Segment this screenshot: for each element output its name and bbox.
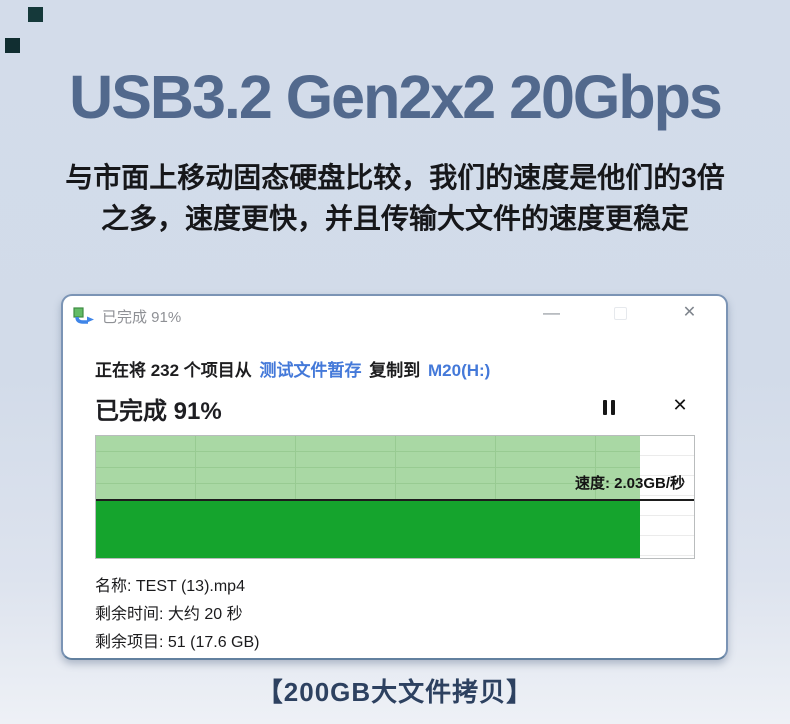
source-folder-link[interactable]: 测试文件暂存	[259, 361, 362, 380]
caption: 【200GB大文件拷贝】	[256, 677, 534, 707]
copy-status-line: 正在将 232 个项目从 测试文件暂存 复制到 M20(H:)	[95, 356, 493, 381]
copy-status-prefix: 正在将 232 个项目从	[95, 361, 252, 380]
minimize-button[interactable]: —	[543, 303, 560, 322]
transfer-speed-chart: 速度: 2.03GB/秒	[95, 435, 695, 559]
detail-time-remaining: 剩余时间: 大约 20 秒	[95, 606, 243, 623]
deco-square-icon	[5, 38, 20, 53]
speed-line	[96, 499, 694, 501]
destination-drive-link[interactable]: M20(H:)	[428, 361, 491, 380]
copy-file-icon	[73, 306, 94, 324]
copy-status-action: 复制到	[369, 361, 421, 380]
maximize-icon	[614, 307, 627, 321]
page-title: USB3.2 Gen2x2 20Gbps	[69, 63, 723, 131]
window-controls: — ✕	[517, 300, 724, 326]
maximize-button	[586, 300, 655, 326]
cancel-copy-button[interactable]: ✕	[672, 395, 688, 415]
chart-progress-fill	[96, 436, 641, 558]
chart-fill-below-line	[96, 500, 641, 558]
subtitle-line-1: 与市面上移动固态硬盘比较，我们的速度是他们的3倍	[65, 162, 725, 193]
deco-square-icon	[28, 7, 43, 22]
chart-fill-above-line	[96, 436, 641, 500]
titlebar[interactable]: 已完成 91% — ✕	[63, 296, 726, 336]
copy-dialog-window: 已完成 91% — ✕ 正在将 232 个项目从 测试文件暂存 复制到 M20(…	[61, 294, 728, 660]
detail-name: 名称: TEST (13).mp4	[95, 578, 245, 595]
speed-label: 速度: 2.03GB/秒	[574, 475, 685, 492]
pause-button[interactable]	[603, 400, 616, 415]
window-title: 已完成 91%	[102, 308, 182, 326]
close-button[interactable]: ✕	[682, 304, 697, 321]
detail-items-remaining: 剩余项目: 51 (17.6 GB)	[95, 634, 260, 651]
subtitle: 与市面上移动固态硬盘比较，我们的速度是他们的3倍 之多，速度更快，并且传输大文件…	[0, 157, 790, 239]
transfer-details: 名称: TEST (13).mp4 剩余时间: 大约 20 秒 剩余项目: 51…	[95, 573, 260, 657]
subtitle-line-2: 之多，速度更快，并且传输大文件的速度更稳定	[100, 203, 689, 234]
progress-heading: 已完成 91%	[95, 398, 222, 425]
